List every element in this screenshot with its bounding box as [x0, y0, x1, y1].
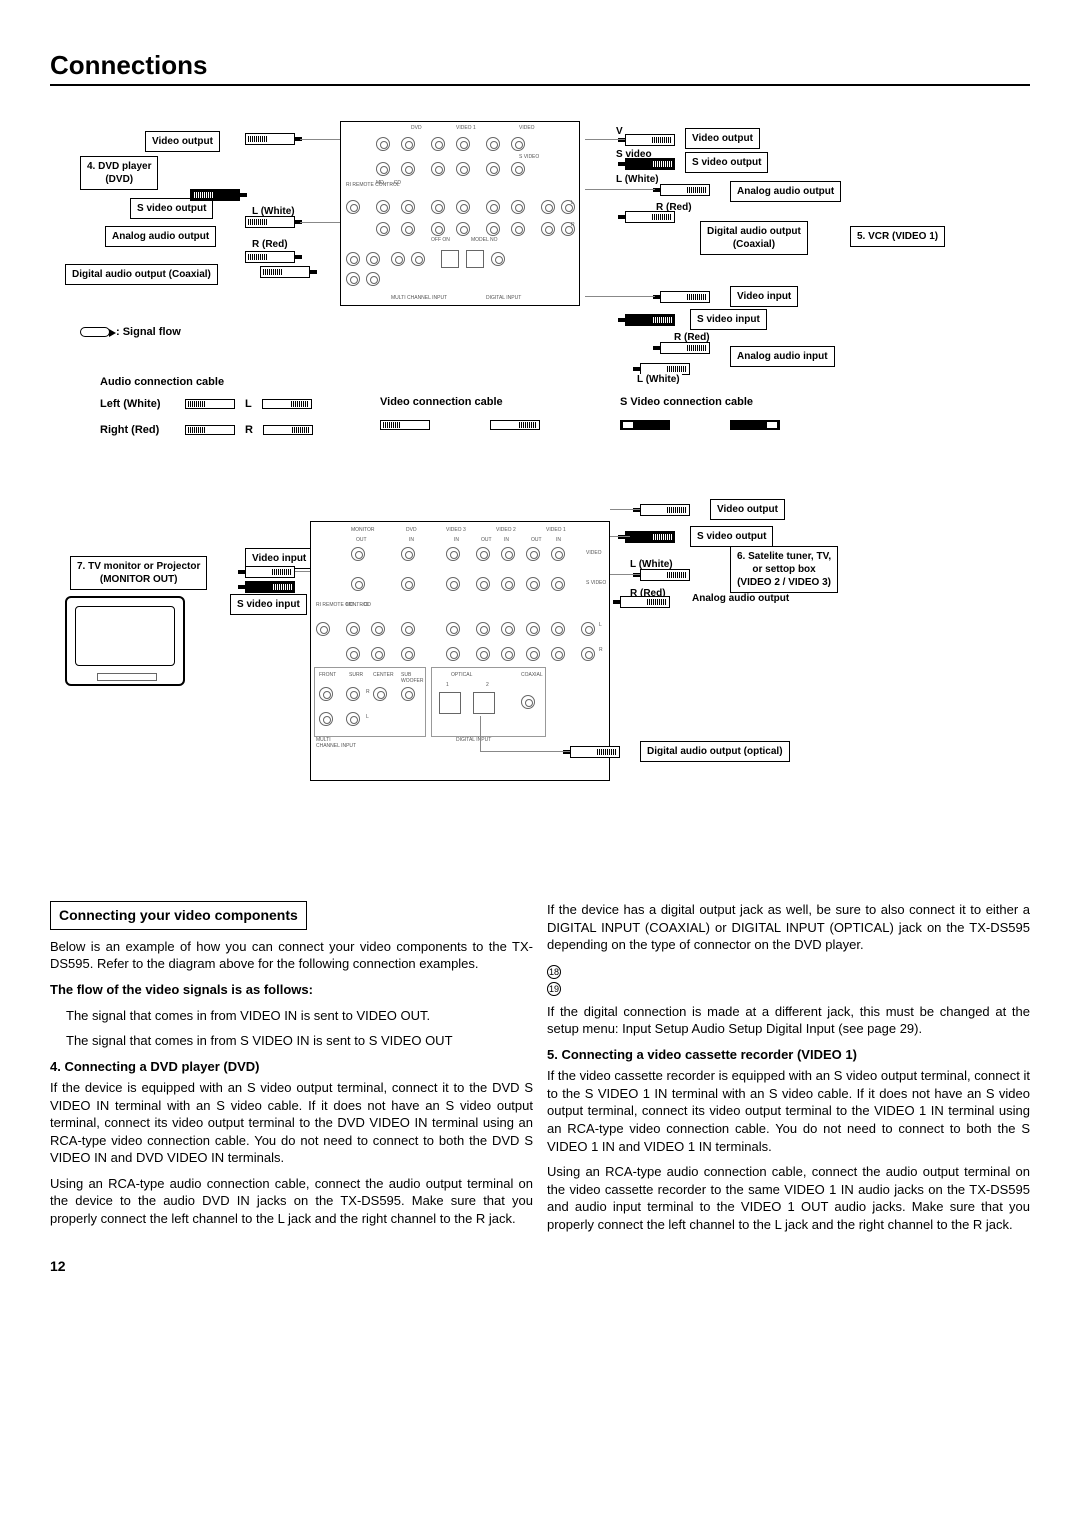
- diagram-top: DVD VIDEO 1 VIDEO S VIDEO RI REMOTE CONT…: [50, 116, 1030, 476]
- plug: [245, 251, 295, 263]
- flow-1: The signal that comes in from VIDEO IN i…: [50, 1007, 533, 1025]
- diagram-bottom: 7. TV monitor or Projector (MONITOR OUT)…: [50, 486, 1030, 866]
- circled-19: 19: [547, 982, 561, 996]
- plug: [625, 134, 675, 146]
- lbl-v-r: V: [614, 126, 625, 137]
- flow-title: The flow of the video signals is as foll…: [50, 981, 533, 999]
- circled-18: 18: [547, 965, 561, 979]
- lbl-lwhite2-r: L (White): [635, 374, 682, 385]
- lbl-analog-out-r: Analog audio output: [730, 181, 841, 202]
- flow-2: The signal that comes in from S VIDEO IN…: [50, 1032, 533, 1050]
- lbl-digital-out-r: Digital audio output (Coaxial): [700, 221, 808, 255]
- legend-signal-flow: : Signal flow: [80, 326, 181, 338]
- plug: [640, 569, 690, 581]
- plug: [660, 291, 710, 303]
- mini-video1: VIDEO 1: [456, 125, 476, 131]
- p5a: If the video cassette recorder is equipp…: [547, 1067, 1030, 1155]
- mini-video: VIDEO: [519, 125, 535, 131]
- plug: [640, 504, 690, 516]
- plug: [260, 266, 310, 278]
- plug: [620, 596, 670, 608]
- lbl-svideo-out-l: S video output: [130, 198, 213, 219]
- lbl-svideo-in-r: S video input: [690, 309, 767, 330]
- plug: [245, 581, 295, 593]
- p4a: If the device is equipped with an S vide…: [50, 1079, 533, 1167]
- lbl-analog-out-l: Analog audio output: [105, 226, 216, 247]
- p-digital: If the digital connection is made at a d…: [547, 1003, 1030, 1038]
- lbl-video-in-r: Video input: [730, 286, 798, 307]
- h4: 4. Connecting a DVD player (DVD): [50, 1058, 533, 1076]
- p5b: Using an RCA-type audio connection cable…: [547, 1163, 1030, 1233]
- circled-refs: 18 19: [547, 962, 1030, 997]
- lbl-dvd-player: 4. DVD player (DVD): [80, 156, 158, 190]
- lbl-digital-out-b: Digital audio output (optical): [640, 741, 790, 762]
- plug: [245, 216, 295, 228]
- legend-audio-cable: Audio connection cable Left (White) L Ri…: [100, 376, 360, 436]
- lbl-analog-out-b: Analog audio output: [690, 593, 791, 604]
- plug: [190, 189, 240, 201]
- mini-multi: MULTI CHANNEL INPUT: [391, 295, 447, 301]
- plug: [625, 158, 675, 170]
- p4b: Using an RCA-type audio connection cable…: [50, 1175, 533, 1228]
- lbl-monitor: 7. TV monitor or Projector (MONITOR OUT): [70, 556, 207, 590]
- lbl-video-output-l: Video output: [145, 131, 220, 152]
- lbl-rred-l: R (Red): [250, 239, 290, 250]
- plug: [660, 184, 710, 196]
- lbl-satellite: 6. Satelite tuner, TV, or settop box (VI…: [730, 546, 838, 593]
- h5: 5. Connecting a video cassette recorder …: [547, 1046, 1030, 1064]
- plug: [625, 314, 675, 326]
- section-title-box: Connecting your video components: [50, 901, 307, 930]
- lbl-analog-in-r: Analog audio input: [730, 346, 835, 367]
- page-number: 12: [50, 1258, 1030, 1274]
- plug: [570, 746, 620, 758]
- tv-icon: [65, 596, 185, 686]
- plug: [245, 566, 295, 578]
- lbl-svideo-in-b: S video input: [230, 594, 307, 615]
- receiver-panel-bottom: MONITOR DVD VIDEO 3 VIDEO 2 VIDEO 1 OUT …: [310, 521, 610, 781]
- lbl-video-out-r: Video output: [685, 128, 760, 149]
- legend-svideo-cable: S Video connection cable: [620, 396, 870, 430]
- body-text: Connecting your video components Below i…: [50, 901, 1030, 1238]
- lbl-svideo-out-r: S video output: [685, 152, 768, 173]
- mini-digital: DIGITAL INPUT: [486, 295, 521, 301]
- plug: [625, 211, 675, 223]
- mini-dvd: DVD: [411, 125, 422, 131]
- receiver-panel-top: DVD VIDEO 1 VIDEO S VIDEO RI REMOTE CONT…: [340, 121, 580, 306]
- intro-para: Below is an example of how you can conne…: [50, 938, 533, 973]
- connection-diagram: DVD VIDEO 1 VIDEO S VIDEO RI REMOTE CONT…: [50, 116, 1030, 866]
- page-title: Connections: [50, 50, 1030, 86]
- plug: [245, 133, 295, 145]
- lbl-video-out-b: Video output: [710, 499, 785, 520]
- p4c: If the device has a digital output jack …: [547, 901, 1030, 954]
- lbl-digital-out-l: Digital audio output (Coaxial): [65, 264, 218, 285]
- lbl-vcr: 5. VCR (VIDEO 1): [850, 226, 945, 247]
- mini-svideo: S VIDEO: [519, 154, 539, 160]
- plug: [625, 531, 675, 543]
- legend-video-cable: Video connection cable: [380, 396, 610, 430]
- lbl-svideo-out-b: S video output: [690, 526, 773, 547]
- lbl-lwhite-r: L (White): [614, 174, 661, 185]
- plug: [660, 342, 710, 354]
